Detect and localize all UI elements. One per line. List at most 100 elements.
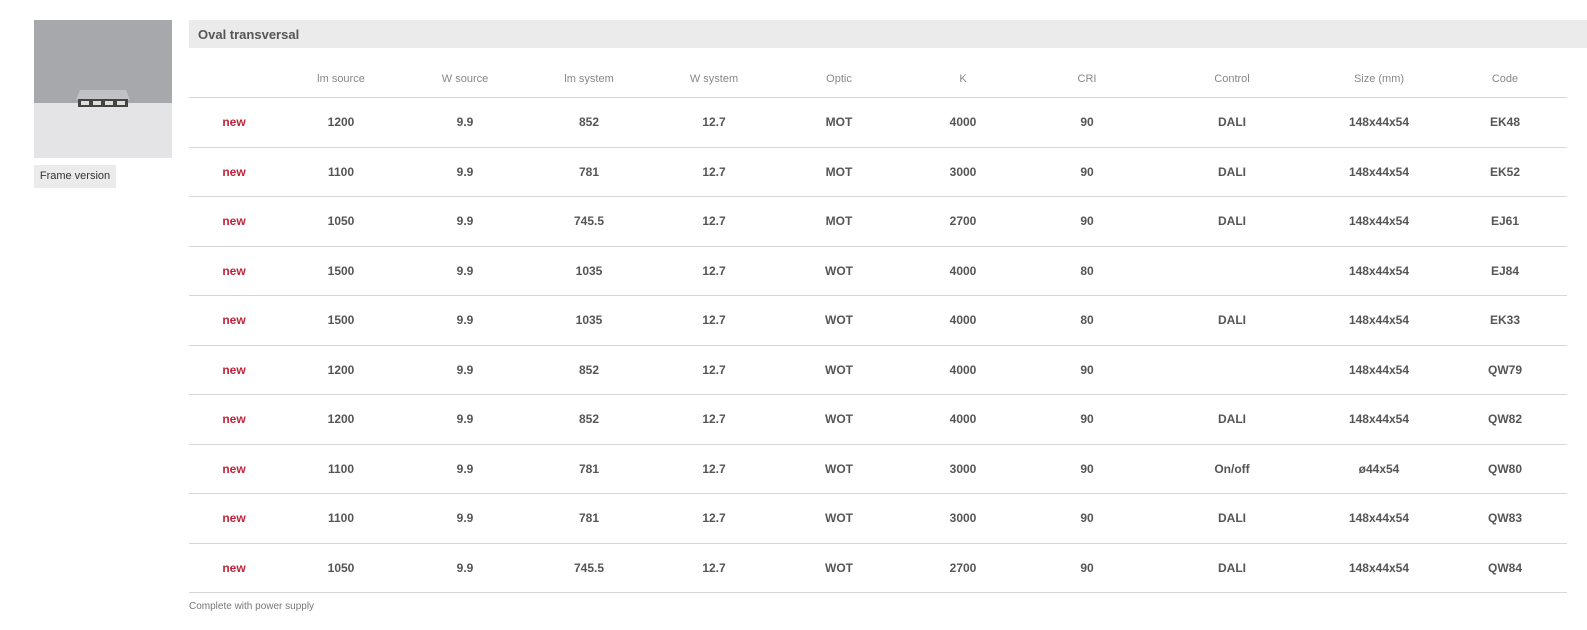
table-cell: 12.7 — [651, 97, 777, 148]
table-cell: 745.5 — [527, 196, 651, 247]
table-cell: 852 — [527, 97, 651, 148]
table-cell: 148x44x54 — [1315, 493, 1443, 544]
product-code: QW83 — [1443, 493, 1567, 544]
table-row[interactable]: new 1100 9.9 781 12.7 MOT 3000 90 DALI 148x44x54 E… — [189, 147, 1567, 197]
table-cell: 781 — [527, 147, 651, 197]
table-cell: 90 — [1025, 196, 1149, 247]
table-cell: 9.9 — [403, 97, 527, 148]
table-cell: WOT — [777, 246, 901, 296]
table-header: lm source W source lm system W system Optic K… — [189, 60, 1567, 98]
table-cell: 2700 — [901, 196, 1025, 247]
table-cell: 12.7 — [651, 295, 777, 346]
table-row[interactable]: new 1200 9.9 852 12.7 WOT 4000 90 148x44x54 QW79 — [189, 345, 1567, 395]
table-cell: 9.9 — [403, 246, 527, 296]
product-table: lm source W source lm system W system Optic K… — [189, 60, 1567, 593]
table-cell: 90 — [1025, 97, 1149, 148]
frame-version-tab[interactable]: Frame version — [34, 165, 116, 188]
table-cell: DALI — [1149, 493, 1315, 544]
column-header: lm system — [527, 60, 651, 98]
table-cell: 1500 — [279, 295, 403, 346]
table-row[interactable]: new 1100 9.9 781 12.7 WOT 3000 90 On/off ø44x54 QW… — [189, 444, 1567, 494]
product-image-ceiling — [34, 20, 172, 103]
table-cell: 4000 — [901, 394, 1025, 445]
table-cell: MOT — [777, 196, 901, 247]
column-header: CRI — [1025, 60, 1149, 98]
table-cell: 148x44x54 — [1315, 97, 1443, 148]
new-badge: new — [189, 394, 279, 445]
table-row[interactable]: new 1500 9.9 1035 12.7 WOT 4000 80 148x44x54 EJ84 — [189, 246, 1567, 296]
table-cell: ø44x54 — [1315, 444, 1443, 494]
product-code: EJ61 — [1443, 196, 1567, 247]
table-cell: 80 — [1025, 295, 1149, 346]
new-badge: new — [189, 345, 279, 395]
table-cell: 148x44x54 — [1315, 345, 1443, 395]
table-cell: 148x44x54 — [1315, 394, 1443, 445]
table-cell: 781 — [527, 444, 651, 494]
table-cell: DALI — [1149, 147, 1315, 197]
table-cell: 12.7 — [651, 196, 777, 247]
table-cell: WOT — [777, 543, 901, 593]
table-cell: 1500 — [279, 246, 403, 296]
new-badge: new — [189, 246, 279, 296]
table-cell: 1200 — [279, 345, 403, 395]
table-cell: 1100 — [279, 444, 403, 494]
column-header: Optic — [777, 60, 901, 98]
table-cell: 90 — [1025, 444, 1149, 494]
table-cell: WOT — [777, 345, 901, 395]
table-cell: 1050 — [279, 196, 403, 247]
table-cell: WOT — [777, 394, 901, 445]
table-row[interactable]: new 1100 9.9 781 12.7 WOT 3000 90 DALI 148x44x54 Q… — [189, 493, 1567, 544]
table-cell: 12.7 — [651, 394, 777, 445]
table-row[interactable]: new 1050 9.9 745.5 12.7 WOT 2700 90 DALI 148x44x5… — [189, 543, 1567, 593]
table-cell: 781 — [527, 493, 651, 544]
table-cell: WOT — [777, 444, 901, 494]
table-cell — [1149, 246, 1315, 296]
table-cell: 90 — [1025, 345, 1149, 395]
new-badge: new — [189, 196, 279, 247]
table-cell — [1149, 345, 1315, 395]
table-row[interactable]: new 1500 9.9 1035 12.7 WOT 4000 80 DALI 148x44x54… — [189, 295, 1567, 346]
lamp-icon — [76, 90, 130, 107]
table-cell: 9.9 — [403, 345, 527, 395]
table-cell: 148x44x54 — [1315, 246, 1443, 296]
table-row[interactable]: new 1050 9.9 745.5 12.7 MOT 2700 90 DALI 148x44x5… — [189, 196, 1567, 247]
table-cell: 80 — [1025, 246, 1149, 296]
table-cell: 1200 — [279, 97, 403, 148]
table-cell: MOT — [777, 147, 901, 197]
table-cell: 852 — [527, 394, 651, 445]
column-header: Code — [1443, 60, 1567, 98]
table-cell: 12.7 — [651, 543, 777, 593]
new-badge: new — [189, 543, 279, 593]
table-cell: 12.7 — [651, 493, 777, 544]
new-badge: new — [189, 97, 279, 148]
table-cell: 4000 — [901, 345, 1025, 395]
table-row[interactable]: new 1200 9.9 852 12.7 WOT 4000 90 DALI 148x44x54 Q… — [189, 394, 1567, 445]
table-cell: 3000 — [901, 147, 1025, 197]
product-code: QW82 — [1443, 394, 1567, 445]
table-cell: DALI — [1149, 295, 1315, 346]
table-cell: 90 — [1025, 543, 1149, 593]
table-cell: 1035 — [527, 246, 651, 296]
table-row[interactable]: new 1200 9.9 852 12.7 MOT 4000 90 DALI 148x44x54 E… — [189, 97, 1567, 148]
table-cell: 9.9 — [403, 444, 527, 494]
table-cell: 2700 — [901, 543, 1025, 593]
table-cell: 9.9 — [403, 295, 527, 346]
table-cell: 90 — [1025, 493, 1149, 544]
product-code: EK48 — [1443, 97, 1567, 148]
table-cell: 9.9 — [403, 147, 527, 197]
table-cell: WOT — [777, 493, 901, 544]
table-cell: 9.9 — [403, 493, 527, 544]
table-cell: On/off — [1149, 444, 1315, 494]
new-badge: new — [189, 147, 279, 197]
table-cell: 12.7 — [651, 444, 777, 494]
new-badge: new — [189, 444, 279, 494]
table-cell: 4000 — [901, 246, 1025, 296]
product-image[interactable] — [34, 20, 172, 158]
table-cell: 1200 — [279, 394, 403, 445]
table-cell: 9.9 — [403, 394, 527, 445]
table-cell: 12.7 — [651, 246, 777, 296]
column-header: W system — [651, 60, 777, 98]
table-cell: 12.7 — [651, 147, 777, 197]
column-header: Control — [1149, 60, 1315, 98]
table-cell: 1050 — [279, 543, 403, 593]
